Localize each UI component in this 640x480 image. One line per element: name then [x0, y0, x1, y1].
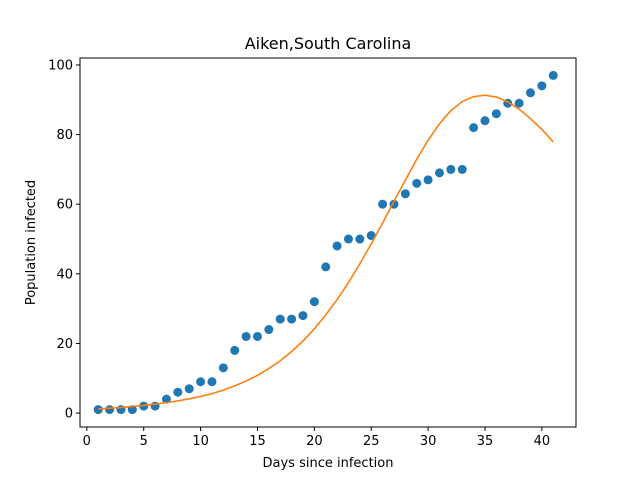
data-point: [355, 234, 365, 244]
data-point: [412, 178, 422, 188]
x-tick-label: 20: [306, 434, 323, 449]
chart-title: Aiken,South Carolina: [245, 34, 412, 53]
x-tick-label: 10: [192, 434, 209, 449]
y-axis-label: Population infected: [24, 180, 39, 305]
data-point: [469, 123, 479, 133]
data-point: [287, 314, 297, 324]
data-point: [480, 116, 490, 126]
data-point: [218, 363, 228, 373]
data-point: [548, 70, 558, 80]
data-point: [173, 387, 183, 397]
x-axis-label: Days since infection: [263, 456, 394, 471]
data-point: [241, 331, 251, 341]
data-point: [434, 168, 444, 178]
data-point: [537, 81, 547, 91]
data-point: [93, 405, 103, 415]
data-point: [207, 377, 217, 387]
y-tick-label: 60: [56, 198, 73, 213]
x-tick-label: 40: [534, 434, 551, 449]
y-tick-label: 20: [56, 337, 73, 352]
fit-line: [98, 94, 554, 410]
data-point: [343, 234, 353, 244]
x-tick-label: 35: [477, 434, 494, 449]
data-point: [378, 199, 388, 209]
data-point: [264, 325, 274, 335]
data-point: [184, 384, 194, 394]
data-point: [161, 394, 171, 404]
x-tick-label: 0: [83, 434, 91, 449]
data-point: [321, 262, 331, 272]
data-point: [275, 314, 285, 324]
x-tick-label: 15: [249, 434, 266, 449]
plot-area: [93, 70, 558, 415]
y-axis: 0 20 40 60 80 100: [48, 58, 80, 422]
data-point: [105, 405, 115, 415]
data-point: [526, 88, 535, 98]
data-point: [400, 189, 410, 199]
y-tick-label: 40: [56, 267, 73, 282]
data-point: [446, 164, 456, 174]
data-point: [252, 331, 262, 341]
data-point: [196, 377, 206, 387]
data-point: [332, 241, 342, 251]
x-tick-label: 25: [363, 434, 380, 449]
data-point: [309, 297, 319, 307]
x-axis: 0 5 10 15 20 25 30 35 40: [83, 427, 550, 449]
data-point: [491, 109, 501, 119]
x-tick-label: 5: [140, 434, 148, 449]
data-point: [457, 164, 467, 174]
data-point: [514, 98, 524, 108]
x-tick-label: 30: [420, 434, 437, 449]
y-tick-label: 0: [65, 407, 73, 422]
y-tick-label: 80: [56, 128, 73, 143]
axes-frame: [79, 57, 577, 428]
data-point: [423, 175, 433, 185]
data-point: [230, 345, 240, 355]
y-tick-label: 100: [48, 58, 73, 73]
data-point: [298, 311, 308, 321]
data-point: [366, 231, 376, 241]
